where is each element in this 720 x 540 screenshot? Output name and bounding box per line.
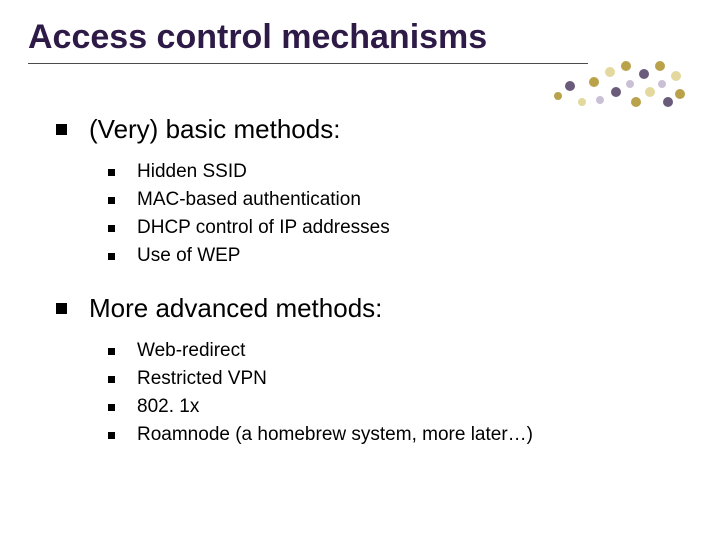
bullet-icon — [108, 348, 115, 355]
list-item-label: Use of WEP — [137, 245, 240, 267]
list-item: 802. 1x — [108, 396, 692, 418]
list-item-label: 802. 1x — [137, 396, 199, 418]
bullet-icon — [56, 124, 67, 135]
bullet-icon — [108, 169, 115, 176]
sub-list: Hidden SSID MAC-based authentication DHC… — [108, 161, 692, 267]
list-item-label: Roamnode (a homebrew system, more later…… — [137, 424, 533, 446]
section-heading: More advanced methods: — [89, 293, 382, 324]
list-item: Restricted VPN — [108, 368, 692, 390]
bullet-icon — [108, 432, 115, 439]
bullet-icon — [108, 197, 115, 204]
list-item: More advanced methods: — [56, 293, 692, 324]
list-item: Use of WEP — [108, 245, 692, 267]
list-item: Roamnode (a homebrew system, more later…… — [108, 424, 692, 446]
list-item-label: Web-redirect — [137, 340, 245, 362]
list-item-label: Restricted VPN — [137, 368, 267, 390]
bullet-icon — [108, 253, 115, 260]
bullet-icon — [108, 376, 115, 383]
bullet-icon — [108, 225, 115, 232]
page-title: Access control mechanisms — [28, 18, 692, 57]
bullet-icon — [108, 404, 115, 411]
list-item: Hidden SSID — [108, 161, 692, 183]
list-item-label: Hidden SSID — [137, 161, 247, 183]
title-underline — [28, 63, 588, 64]
sub-list: Web-redirect Restricted VPN 802. 1x Roam… — [108, 340, 692, 446]
list-item: DHCP control of IP addresses — [108, 217, 692, 239]
slide: Access control mechanisms (Very) basic m… — [0, 0, 720, 540]
list-item-label: MAC-based authentication — [137, 189, 361, 211]
list-item: Web-redirect — [108, 340, 692, 362]
section-heading: (Very) basic methods: — [89, 114, 340, 145]
list-item: MAC-based authentication — [108, 189, 692, 211]
decorative-dots — [550, 56, 690, 126]
bullet-icon — [56, 303, 67, 314]
list-item-label: DHCP control of IP addresses — [137, 217, 390, 239]
